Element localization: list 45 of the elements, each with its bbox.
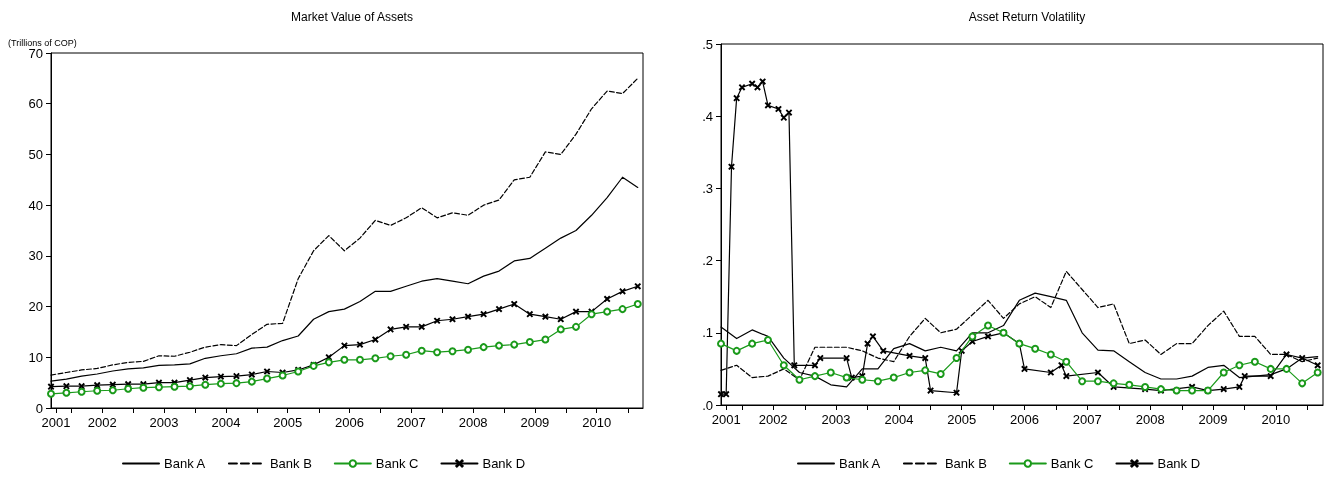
y-tick-label: .5 [702,36,713,52]
y-tick-label: 50 [28,146,43,162]
y-tick-label: .4 [702,108,713,124]
x-tick-label: 2004 [884,412,914,427]
x-tick-label: 2008 [458,415,488,430]
x-tick-label: 2005 [273,415,303,430]
y-tick-label: .0 [702,397,713,413]
x-tick-label: 2005 [947,412,977,427]
chart-title: Asset Return Volatility [968,10,1086,24]
legend-label: Bank A [839,456,881,471]
x-tick-label: 2006 [1010,412,1039,427]
y-tick-label: .1 [702,325,713,341]
legend-label: Bank B [269,456,312,471]
x-tick-label: 2010 [582,415,612,430]
legend-label: Bank C [1050,456,1094,471]
x-tick-label: 2003 [821,412,851,427]
legend-label: Bank D [482,456,526,471]
x-tick-label: 2009 [1198,412,1228,427]
x-tick-label: 2006 [334,415,364,430]
y-tick-label: 10 [28,349,43,365]
x-tick-label: 2007 [1072,412,1102,427]
x-tick-label: 2007 [396,415,426,430]
x-tick-label: 2002 [87,415,117,430]
y-tick-label: 60 [28,96,43,112]
y-tick-label: 30 [28,248,43,264]
y-tick-label: 70 [28,45,43,61]
x-tick-label: 2008 [1135,412,1165,427]
x-tick-label: 2010 [1261,412,1291,427]
legend-label: Bank D [1157,456,1201,471]
legend-label: Bank A [164,456,206,471]
x-tick-label: 2001 [711,412,741,427]
y-axis-title: (Trillions of COP) [8,37,77,48]
x-tick-label: 2004 [211,415,241,430]
y-tick-label: .3 [702,180,713,196]
chart-title: Market Value of Assets [291,10,413,24]
x-tick-label: 2009 [520,415,550,430]
x-tick-label: 2002 [758,412,788,427]
x-tick-label: 2003 [149,415,179,430]
y-tick-label: 0 [35,400,43,416]
x-tick-label: 2001 [41,415,71,430]
y-tick-label: 40 [28,197,43,213]
y-tick-label: 20 [28,299,43,315]
y-tick-label: .2 [702,253,713,269]
legend-label: Bank B [944,456,987,471]
legend-label: Bank C [375,456,419,471]
